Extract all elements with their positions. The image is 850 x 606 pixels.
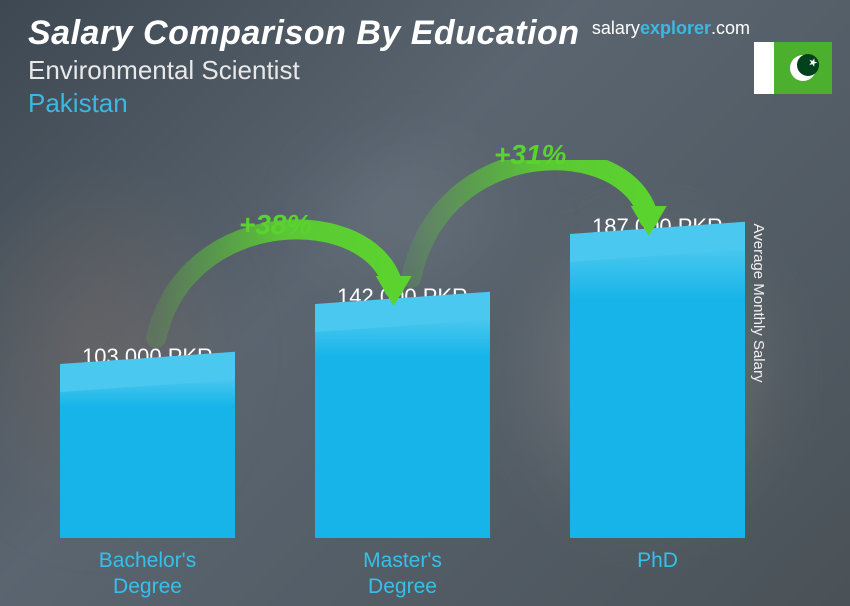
- bar-face: [60, 378, 235, 538]
- brand-part2: explorer: [640, 18, 711, 38]
- bar-group: 103,000 PKRBachelor's Degree: [60, 344, 235, 538]
- bar-group: 142,000 PKRMaster's Degree: [315, 284, 490, 538]
- flag-field: ★: [774, 42, 832, 94]
- job-title: Environmental Scientist: [28, 55, 822, 86]
- country-name: Pakistan: [28, 88, 822, 119]
- flag-stripe: [754, 42, 774, 94]
- bar: [570, 248, 745, 538]
- brand-part3: .com: [711, 18, 750, 38]
- bar-chart: 103,000 PKRBachelor's Degree 142,000 PKRM…: [60, 160, 780, 538]
- percent-increase-badge: +31%: [494, 139, 566, 171]
- flag-icon: ★: [754, 42, 832, 94]
- percent-increase-badge: +38%: [239, 209, 311, 241]
- bar-face: [315, 318, 490, 538]
- bar-label: Bachelor's Degree: [99, 548, 196, 601]
- bar-label: PhD: [637, 548, 678, 574]
- bar-label: Master's Degree: [363, 548, 442, 601]
- bar: [60, 378, 235, 538]
- bar-face: [570, 248, 745, 538]
- bar-group: 187,000 PKRPhD: [570, 214, 745, 538]
- brand-part1: salary: [592, 18, 640, 38]
- bar: [315, 318, 490, 538]
- brand-logo: salaryexplorer.com: [592, 18, 750, 39]
- star-icon: ★: [806, 54, 820, 70]
